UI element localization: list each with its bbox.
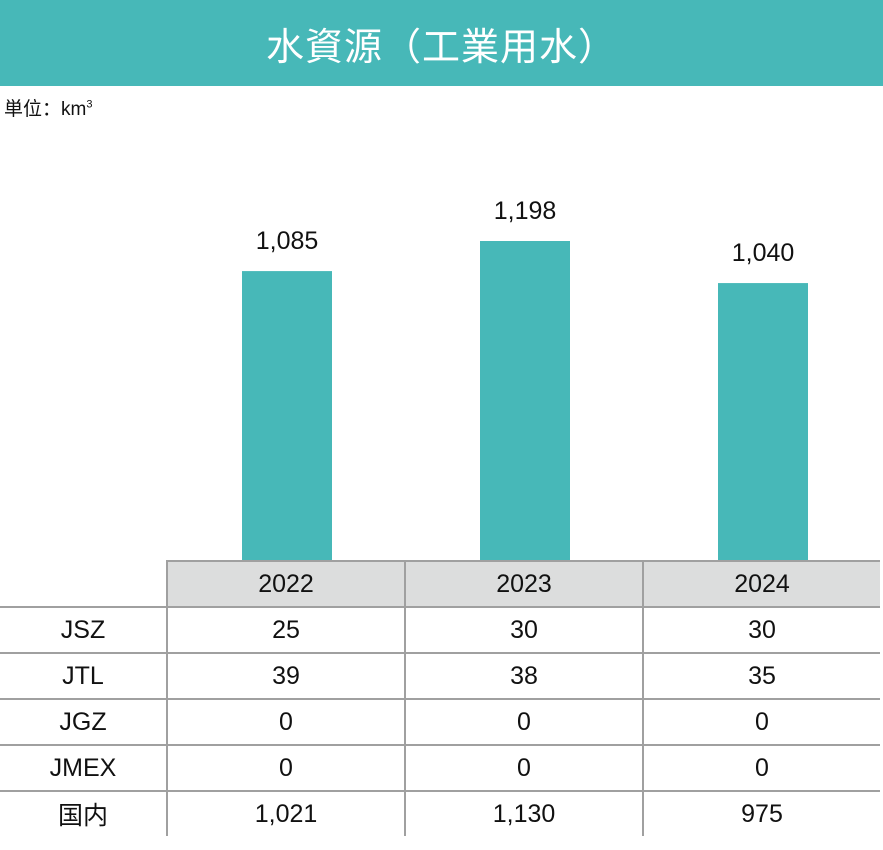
unit-label: 単位：km3	[4, 94, 92, 121]
table-header-row: 2022 2023 2024	[0, 560, 880, 608]
unit-superscript: 3	[86, 98, 93, 111]
bar-2024	[718, 283, 808, 560]
bar-chart: 1,085 1,198 1,040	[242, 197, 808, 560]
data-table: 2022 2023 2024 JSZ 25 30 30 JTL 39 38 35 JGZ 0 0 0 J…	[0, 560, 880, 836]
table-cell: 35	[642, 652, 880, 700]
chart-title: 水資源（工業用水）	[0, 0, 883, 86]
row-label: JMEX	[0, 744, 168, 792]
table-row: 国内 1,021 1,130 975	[0, 790, 880, 836]
column-header: 2023	[404, 560, 644, 608]
table-cell: 0	[404, 698, 644, 746]
table-row: JMEX 0 0 0	[0, 744, 880, 792]
data-label: 1,040	[732, 239, 795, 267]
table-cell: 25	[166, 606, 406, 654]
table-row: JSZ 25 30 30	[0, 606, 880, 654]
table-cell: 0	[166, 698, 406, 746]
table-cell: 38	[404, 652, 644, 700]
table-cell: 30	[404, 606, 644, 654]
column-header: 2022	[166, 560, 406, 608]
row-label: 国内	[0, 790, 168, 836]
bar-2023	[480, 241, 570, 560]
table-row: JGZ 0 0 0	[0, 698, 880, 746]
table-cell: 975	[642, 790, 880, 836]
table-cell: 1,130	[404, 790, 644, 836]
table-cell: 0	[642, 698, 880, 746]
row-label: JTL	[0, 652, 168, 700]
table-cell: 30	[642, 606, 880, 654]
table-cell: 0	[404, 744, 644, 792]
row-label: JGZ	[0, 698, 168, 746]
table-corner	[0, 561, 168, 608]
data-label: 1,085	[256, 227, 319, 255]
column-header: 2024	[642, 560, 880, 608]
table-cell: 39	[166, 652, 406, 700]
data-label: 1,198	[494, 197, 557, 225]
table-cell: 0	[166, 744, 406, 792]
unit-text: 単位：km	[4, 99, 87, 120]
row-label: JSZ	[0, 606, 168, 654]
table-cell: 1,021	[166, 790, 406, 836]
bar-2022	[242, 271, 332, 560]
table-cell: 0	[642, 744, 880, 792]
table-row: JTL 39 38 35	[0, 652, 880, 700]
